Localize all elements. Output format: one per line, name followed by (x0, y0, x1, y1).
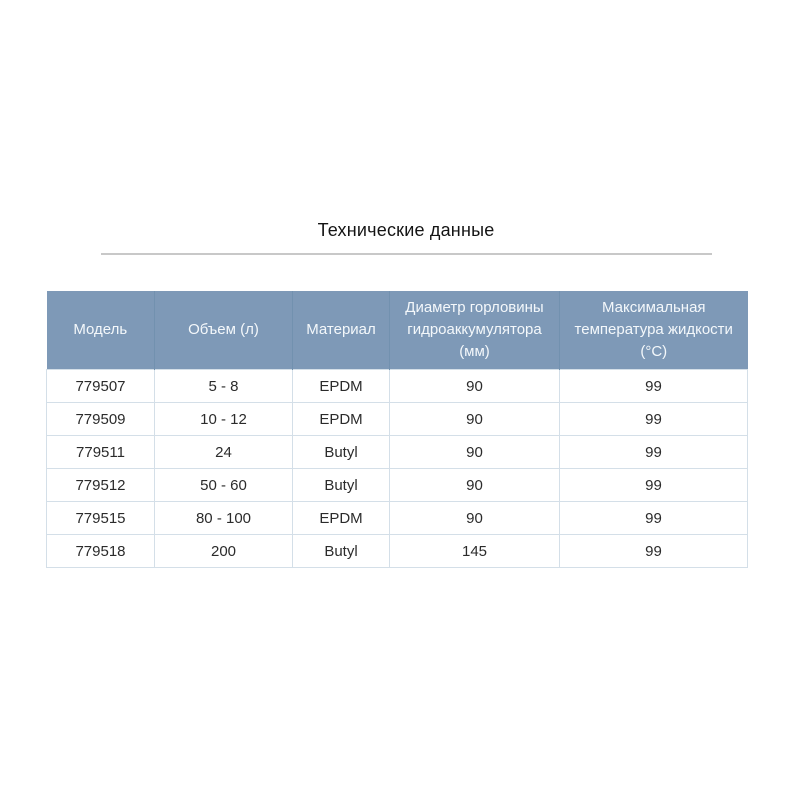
cell-neck-diameter: 90 (389, 435, 560, 469)
cell-material: EPDM (292, 369, 390, 403)
column-header-material: Материал (292, 291, 390, 370)
table-row: 779518 200 Butyl 145 99 (46, 534, 748, 568)
cell-model: 779507 (46, 369, 155, 403)
cell-model: 779511 (46, 435, 155, 469)
table-header-row: Модель Объем (л) Материал Диаметр горлов… (46, 291, 748, 370)
table-row: 779511 24 Butyl 90 99 (46, 435, 748, 469)
technical-data-table: Модель Объем (л) Материал Диаметр горлов… (46, 291, 748, 568)
cell-max-temperature: 99 (559, 369, 748, 403)
column-header-model: Модель (46, 291, 155, 370)
cell-volume: 50 - 60 (154, 468, 293, 502)
cell-material: EPDM (292, 402, 390, 436)
cell-neck-diameter: 145 (389, 534, 560, 568)
cell-max-temperature: 99 (559, 435, 748, 469)
column-header-neck-diameter: Диаметр горловины гидроаккумулятора (мм) (389, 291, 560, 370)
table-row: 779507 5 - 8 EPDM 90 99 (46, 369, 748, 403)
cell-neck-diameter: 90 (389, 501, 560, 535)
cell-material: Butyl (292, 435, 390, 469)
cell-model: 779509 (46, 402, 155, 436)
table-row: 779509 10 - 12 EPDM 90 99 (46, 402, 748, 436)
cell-volume: 200 (154, 534, 293, 568)
cell-max-temperature: 99 (559, 501, 748, 535)
table-row: 779515 80 - 100 EPDM 90 99 (46, 501, 748, 535)
cell-max-temperature: 99 (559, 534, 748, 568)
cell-neck-diameter: 90 (389, 402, 560, 436)
column-header-volume: Объем (л) (154, 291, 293, 370)
cell-neck-diameter: 90 (389, 468, 560, 502)
cell-material: Butyl (292, 468, 390, 502)
cell-volume: 24 (154, 435, 293, 469)
column-header-max-temperature: Максимальная температура жидкости (°С) (559, 291, 748, 370)
cell-material: Butyl (292, 534, 390, 568)
cell-volume: 10 - 12 (154, 402, 293, 436)
page-title: Технические данные (317, 220, 495, 240)
cell-volume: 80 - 100 (154, 501, 293, 535)
cell-neck-diameter: 90 (389, 369, 560, 403)
table-row: 779512 50 - 60 Butyl 90 99 (46, 468, 748, 502)
cell-max-temperature: 99 (559, 468, 748, 502)
cell-model: 779518 (46, 534, 155, 568)
cell-model: 779512 (46, 468, 155, 502)
cell-volume: 5 - 8 (154, 369, 293, 403)
title-rule (101, 253, 712, 255)
cell-model: 779515 (46, 501, 155, 535)
cell-max-temperature: 99 (559, 402, 748, 436)
cell-material: EPDM (292, 501, 390, 535)
